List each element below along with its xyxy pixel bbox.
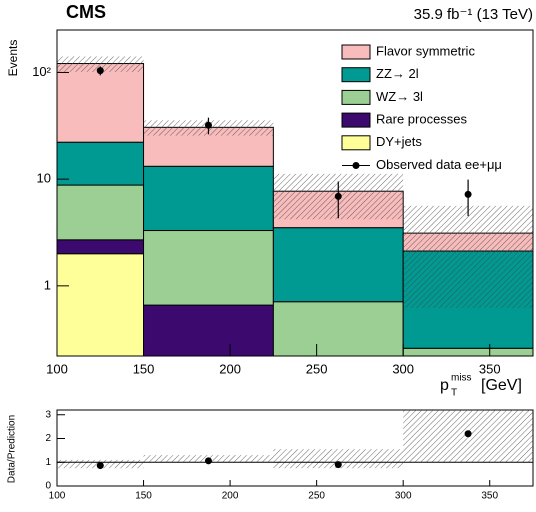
bar bbox=[56, 184, 145, 241]
ratio-point bbox=[96, 462, 104, 470]
ratio-x-tick-label: 250 bbox=[308, 491, 325, 502]
bar bbox=[143, 165, 274, 232]
legend-label: Rare processes bbox=[376, 112, 468, 127]
ratio-y-tick-label: 0 bbox=[45, 481, 51, 492]
bar bbox=[143, 230, 274, 306]
legend-swatch bbox=[341, 67, 371, 83]
legend-label: WZ→ 3l bbox=[376, 89, 423, 104]
ratio-x-tick-label: 300 bbox=[395, 491, 412, 502]
legend-label: DY+jets bbox=[376, 134, 422, 149]
legend-data-marker bbox=[352, 162, 360, 169]
ratio-point bbox=[464, 430, 472, 438]
x-tick-label: 350 bbox=[479, 361, 501, 376]
ratio-x-tick-label: 150 bbox=[135, 491, 152, 502]
ratio-point bbox=[204, 457, 212, 465]
legend-swatch bbox=[341, 135, 371, 151]
subtitle: 35.9 fb⁻¹ (13 TeV) bbox=[414, 6, 533, 23]
ratio-x-tick-label: 200 bbox=[222, 491, 239, 502]
legend-label: ZZ→ 2l bbox=[376, 66, 419, 81]
x-tick-label: 200 bbox=[219, 361, 241, 376]
bar bbox=[272, 301, 404, 357]
ratio-y-label: Data/Prediction bbox=[7, 415, 18, 483]
x-label-unit: [GeV] bbox=[481, 377, 522, 394]
bar bbox=[56, 239, 145, 255]
legend-swatch bbox=[341, 44, 371, 60]
x-label-main: p bbox=[440, 377, 449, 394]
ratio-point bbox=[334, 461, 342, 469]
x-tick-label: 250 bbox=[306, 361, 328, 376]
y-tick-label: 1 bbox=[44, 277, 51, 292]
x-tick-label: 300 bbox=[392, 361, 414, 376]
legend-swatch bbox=[341, 89, 371, 105]
legend-label: Observed data ee+μμ bbox=[376, 157, 502, 172]
legend-label: Flavor symmetric bbox=[376, 43, 475, 58]
x-label-sub: T bbox=[451, 388, 457, 399]
x-tick-label: 150 bbox=[133, 361, 155, 376]
bar bbox=[56, 63, 145, 143]
y-tick-label: 10² bbox=[32, 64, 51, 79]
title: CMS bbox=[66, 2, 106, 22]
ratio-y-tick-label: 1 bbox=[45, 457, 51, 468]
data-point bbox=[464, 190, 472, 198]
ratio-y-tick-label: 2 bbox=[45, 433, 51, 444]
bar bbox=[272, 227, 404, 303]
uncertainty-band bbox=[57, 56, 144, 72]
ratio-y-tick-label: 3 bbox=[45, 409, 51, 420]
ratio-x-tick-label: 350 bbox=[481, 491, 498, 502]
y-label: Events bbox=[6, 40, 20, 77]
plot-frame bbox=[56, 29, 534, 357]
bar bbox=[143, 304, 274, 357]
y-tick-label: 10 bbox=[37, 171, 51, 186]
data-point bbox=[96, 67, 104, 75]
uncertainty-band bbox=[403, 205, 533, 308]
x-label-sup: miss bbox=[451, 373, 472, 384]
data-point bbox=[334, 192, 342, 200]
bar bbox=[56, 253, 145, 357]
x-tick-label: 100 bbox=[46, 361, 68, 376]
ratio-band bbox=[273, 449, 404, 469]
ratio-x-tick-label: 100 bbox=[49, 491, 66, 502]
bar bbox=[402, 347, 534, 357]
x-label: p miss T [GeV] bbox=[440, 373, 522, 399]
legend-swatch bbox=[341, 112, 371, 128]
bar bbox=[56, 141, 145, 186]
data-point bbox=[204, 121, 212, 129]
